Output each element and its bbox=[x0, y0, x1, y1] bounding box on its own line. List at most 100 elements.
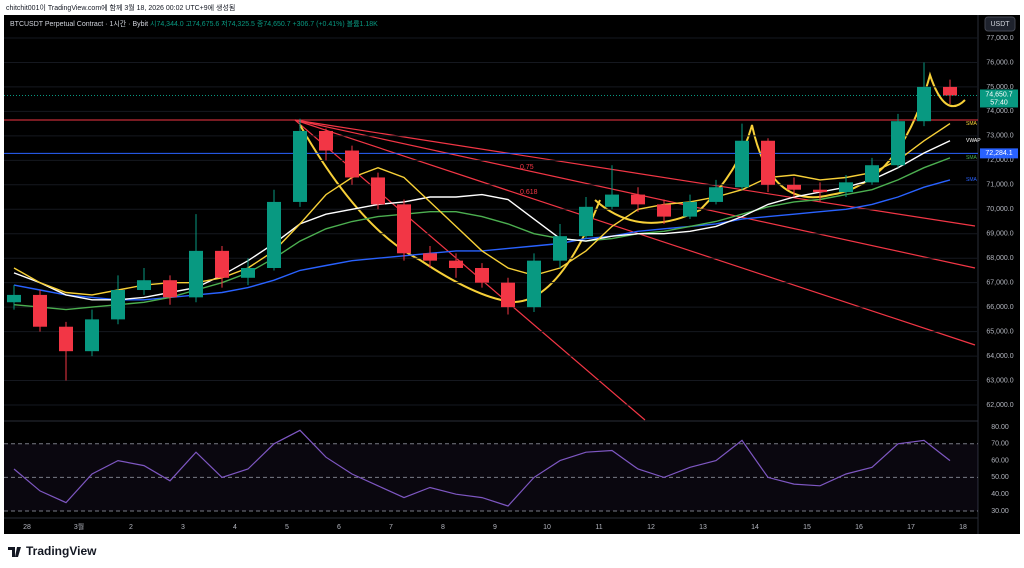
x-tick-label: 17 bbox=[907, 524, 915, 531]
candle-body bbox=[735, 140, 749, 188]
y-tick-label: 69,000.0 bbox=[986, 231, 1013, 238]
candle-body bbox=[501, 282, 515, 308]
candle-body bbox=[527, 260, 541, 308]
x-tick-label: 11 bbox=[595, 524, 602, 531]
ohlc-readout: 시74,344.0 고74,675.6 저74,325.5 종74,650.7 … bbox=[150, 19, 378, 28]
candle-body bbox=[605, 194, 619, 207]
y-tick-label: 73,000.0 bbox=[986, 133, 1013, 140]
candle-body bbox=[189, 250, 203, 298]
price-level-tag bbox=[980, 148, 1018, 159]
candle-body bbox=[943, 86, 957, 96]
rsi-tick-label: 60.00 bbox=[991, 457, 1009, 464]
chart-background bbox=[4, 15, 1020, 534]
attribution: chitchit001이 TradingView.com에 함께 3월 18, … bbox=[6, 3, 235, 12]
trendline bbox=[294, 119, 976, 227]
x-tick-label: 7 bbox=[389, 524, 393, 531]
brand-name: TradingView bbox=[26, 544, 97, 558]
candle-body bbox=[657, 204, 671, 217]
candle-body bbox=[553, 236, 567, 261]
brand-logo: TradingView bbox=[8, 544, 97, 558]
candle-body bbox=[917, 86, 931, 122]
candle-body bbox=[241, 267, 255, 278]
indicator-label: SMA bbox=[966, 177, 978, 183]
candle-body bbox=[293, 130, 307, 202]
candle-body bbox=[7, 294, 21, 303]
x-tick-label: 16 bbox=[855, 524, 863, 531]
indicator-label: VWAP bbox=[966, 138, 981, 144]
rsi-tick-label: 80.00 bbox=[991, 424, 1009, 431]
candle-body bbox=[319, 130, 333, 151]
last-price-tag bbox=[980, 89, 1018, 108]
candle-body bbox=[85, 319, 99, 352]
symbol-title: BTCUSDT Perpetual Contract · 1시간 · Bybit bbox=[10, 19, 148, 28]
fib-label: 0.75 bbox=[520, 164, 534, 171]
candle-body bbox=[761, 140, 775, 185]
y-tick-label: 77,000.0 bbox=[986, 35, 1013, 42]
fib-label: 0.618 bbox=[520, 189, 538, 196]
candle-body bbox=[475, 267, 489, 283]
candle-body bbox=[579, 206, 593, 237]
candle-body bbox=[631, 194, 645, 205]
rsi-tick-label: 30.00 bbox=[991, 508, 1009, 515]
price-level-label: 72,284.1 bbox=[985, 150, 1012, 157]
x-tick-label: 13 bbox=[699, 524, 707, 531]
cup-curve bbox=[299, 124, 601, 304]
candle-body bbox=[787, 184, 801, 190]
y-tick-label: 67,000.0 bbox=[986, 280, 1013, 287]
x-tick-label: 4 bbox=[233, 524, 237, 531]
candle-body bbox=[397, 204, 411, 254]
candle-body bbox=[163, 280, 177, 298]
candle-body bbox=[709, 187, 723, 202]
y-tick-label: 71,000.0 bbox=[986, 182, 1013, 189]
candle-body bbox=[865, 165, 879, 183]
y-tick-label: 64,000.0 bbox=[986, 353, 1013, 360]
candle-body bbox=[267, 201, 281, 268]
currency-label: USDT bbox=[990, 21, 1010, 28]
rsi-tick-label: 40.00 bbox=[991, 491, 1009, 498]
x-tick-label: 28 bbox=[23, 524, 31, 531]
indicator-label: SMA bbox=[966, 155, 978, 161]
logo-icon bbox=[8, 547, 21, 557]
y-tick-label: 72,000.0 bbox=[986, 157, 1013, 164]
candle-body bbox=[423, 253, 437, 261]
candle-body bbox=[839, 182, 853, 193]
candle-body bbox=[371, 177, 385, 205]
trendline bbox=[294, 119, 976, 269]
y-tick-label: 70,000.0 bbox=[986, 206, 1013, 213]
currency-button[interactable] bbox=[984, 16, 1016, 32]
candle-body bbox=[215, 250, 229, 278]
indicator-label: SMA bbox=[966, 121, 978, 127]
x-tick-label: 5 bbox=[285, 524, 289, 531]
y-tick-label: 65,000.0 bbox=[986, 328, 1013, 335]
x-tick-label: 3 bbox=[181, 524, 185, 531]
last-price-label: 74,650.7 bbox=[985, 91, 1012, 98]
x-tick-label: 3월 bbox=[74, 522, 84, 531]
y-tick-label: 76,000.0 bbox=[986, 59, 1013, 66]
candle-body bbox=[891, 121, 905, 166]
y-tick-label: 75,000.0 bbox=[986, 84, 1013, 91]
x-tick-label: 12 bbox=[647, 524, 655, 531]
countdown-label: 57:40 bbox=[990, 99, 1008, 106]
candle-body bbox=[59, 326, 73, 352]
y-tick-label: 62,000.0 bbox=[986, 402, 1013, 409]
y-tick-label: 74,000.0 bbox=[986, 108, 1013, 115]
candle-body bbox=[111, 290, 125, 320]
x-tick-label: 8 bbox=[441, 524, 445, 531]
y-tick-label: 63,000.0 bbox=[986, 377, 1013, 384]
x-tick-label: 9 bbox=[493, 524, 497, 531]
candle-body bbox=[33, 294, 47, 327]
x-tick-label: 14 bbox=[751, 524, 759, 531]
x-tick-label: 18 bbox=[959, 524, 967, 531]
candle-body bbox=[449, 260, 463, 268]
candle-body bbox=[345, 150, 359, 178]
candle-body bbox=[813, 189, 827, 193]
x-tick-label: 10 bbox=[543, 524, 551, 531]
candle-body bbox=[683, 201, 697, 217]
y-tick-label: 66,000.0 bbox=[986, 304, 1013, 311]
rsi-tick-label: 50.00 bbox=[991, 474, 1009, 481]
x-tick-label: 2 bbox=[129, 524, 133, 531]
y-tick-label: 68,000.0 bbox=[986, 255, 1013, 262]
rsi-tick-label: 70.00 bbox=[991, 441, 1009, 448]
x-tick-label: 15 bbox=[803, 524, 811, 531]
